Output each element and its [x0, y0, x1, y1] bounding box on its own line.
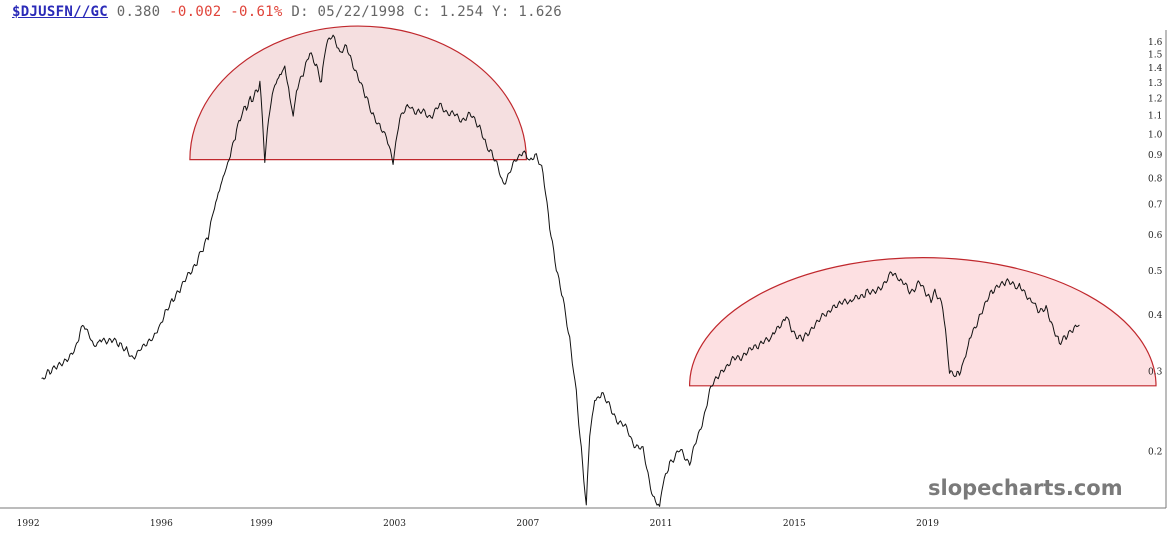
y-readout: Y: 1.626 — [492, 4, 563, 20]
y-tick-label: 0.3 — [1148, 368, 1163, 378]
last-price: 0.380 — [116, 4, 161, 20]
x-tick-label: 2007 — [516, 519, 539, 529]
y-axis-ticks: 0.2 0.3 0.4 0.5 0.6 0.7 0.8 0.9 1.0 1.1 1.2 1.3 1.4 1… — [1148, 38, 1163, 457]
x-tick-label: 2011 — [650, 519, 673, 529]
annotation-layer — [189, 25, 1157, 387]
date-readout: D: 05/22/1998 — [291, 4, 405, 20]
y-tick-label: 1.5 — [1148, 51, 1163, 61]
series-line-1 — [41, 34, 1080, 507]
series-layer — [41, 34, 1080, 507]
x-tick-label: 1996 — [150, 519, 173, 529]
watermark: slopecharts.com — [928, 476, 1123, 500]
y-tick-label: 1.6 — [1148, 38, 1163, 48]
y-tick-label: 0.4 — [1148, 311, 1163, 321]
close-readout: C: 1.254 — [413, 4, 484, 20]
x-tick-label: 2003 — [383, 519, 406, 529]
x-tick-label: 1992 — [17, 519, 40, 529]
price-change-pct: -0.61% — [230, 4, 283, 20]
x-axis-ticks: 1992 1996 1999 2003 2007 2011 2015 2019 — [17, 519, 940, 529]
chart-header: $DJUSFN//GC 0.380 -0.002 -0.61% D: 05/22… — [12, 4, 562, 20]
y-tick-label: 1.1 — [1148, 112, 1162, 122]
y-tick-label: 0.9 — [1148, 151, 1163, 161]
x-tick-label: 2015 — [783, 519, 806, 529]
x-tick-label: 2019 — [916, 519, 939, 529]
y-tick-label: 1.4 — [1148, 64, 1163, 74]
y-tick-label: 1.0 — [1148, 130, 1163, 140]
y-tick-label: 0.2 — [1148, 447, 1162, 457]
y-tick-label: 0.7 — [1148, 201, 1163, 211]
symbol-link[interactable]: $DJUSFN//GC — [12, 4, 109, 20]
dome-annotation-1 — [189, 25, 527, 161]
x-tick-label: 1999 — [250, 519, 273, 529]
y-tick-label: 0.8 — [1148, 174, 1163, 184]
y-tick-label: 0.5 — [1148, 267, 1163, 277]
y-tick-label: 1.2 — [1148, 95, 1162, 105]
y-tick-label: 0.6 — [1148, 231, 1163, 241]
dome-annotation-2 — [689, 257, 1157, 387]
y-tick-label: 1.3 — [1148, 79, 1163, 89]
price-change: -0.002 — [169, 4, 222, 20]
